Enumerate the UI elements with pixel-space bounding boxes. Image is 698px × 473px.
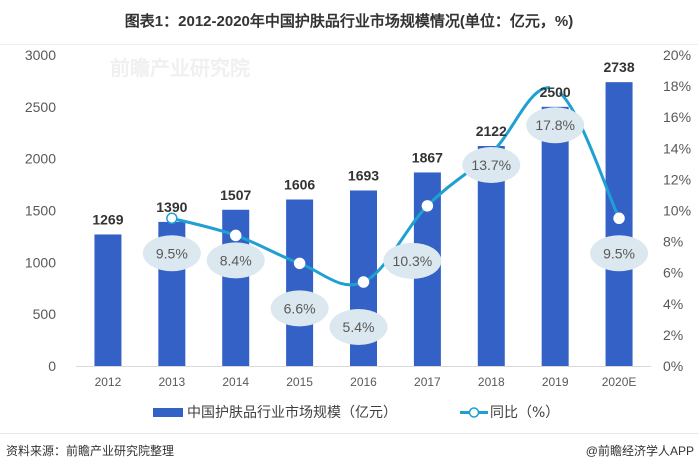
- left-axis-tick-label: 1500: [25, 203, 56, 219]
- x-axis-tick-label: 2018: [478, 375, 505, 389]
- bar-value-label: 1867: [412, 149, 443, 165]
- bar-value-label: 1693: [348, 167, 379, 183]
- bar-value-label: 2122: [476, 123, 507, 139]
- right-axis-tick-label: 2%: [663, 327, 683, 343]
- right-axis-tick-label: 12%: [663, 171, 691, 187]
- left-axis-tick-label: 500: [33, 306, 57, 322]
- legend-bar-label: 中国护肤品行业市场规模（亿元）: [187, 404, 397, 421]
- growth-point-2017: [421, 200, 434, 212]
- chart-title: 图表1：2012-2020年中国护肤品行业市场规模情况(单位：亿元，%): [0, 0, 698, 45]
- right-axis-tick-label: 8%: [663, 234, 683, 250]
- right-axis-tick-label: 16%: [663, 109, 691, 125]
- legend-line-marker-icon: [468, 407, 480, 418]
- right-axis-tick-label: 6%: [663, 265, 683, 281]
- x-axis-tick-label: 2015: [286, 375, 313, 389]
- growth-data-label: 9.5%: [156, 245, 188, 261]
- bar-value-label: 2500: [540, 84, 571, 100]
- bar-value-label: 1507: [220, 187, 251, 203]
- growth-data-label: 6.6%: [284, 300, 316, 316]
- growth-point-2019: [549, 83, 561, 95]
- right-axis-tick-label: 18%: [663, 78, 691, 94]
- right-axis-tick-label: 14%: [663, 140, 691, 156]
- growth-data-label: 17.8%: [535, 117, 575, 133]
- growth-point-2014: [229, 229, 242, 242]
- growth-label-bubble: [383, 242, 442, 279]
- bar-2015: [286, 199, 314, 366]
- growth-point-2015: [293, 257, 306, 270]
- growth-data-label: 8.4%: [220, 252, 252, 268]
- growth-data-label: 9.5%: [603, 245, 635, 261]
- bar-2019: [541, 106, 569, 367]
- growth-data-label: 13.7%: [471, 157, 511, 173]
- legend-line-label: 同比（%）: [490, 405, 559, 421]
- left-axis-tick-label: 2000: [25, 151, 56, 167]
- x-axis-tick-label: 2020E: [602, 375, 637, 389]
- right-axis-tick-label: 10%: [663, 203, 691, 219]
- right-axis-tick-label: 0%: [663, 358, 683, 374]
- x-axis-tick-label: 2016: [350, 375, 377, 389]
- growth-label-bubble: [270, 290, 329, 327]
- bar-2020E: [605, 82, 633, 366]
- left-axis-tick-label: 2500: [25, 99, 56, 115]
- left-axis-tick-label: 1000: [25, 254, 56, 270]
- growth-label-bubble: [206, 242, 265, 279]
- growth-data-label: 5.4%: [343, 319, 375, 335]
- growth-label-bubble: [526, 107, 585, 144]
- x-axis-tick-label: 2013: [158, 375, 185, 389]
- growth-label-bubble: [462, 146, 521, 183]
- x-axis-tick-label: 2012: [95, 375, 122, 389]
- left-axis-tick-label: 3000: [25, 47, 56, 63]
- bar-2012: [94, 234, 122, 366]
- footer-divider: [0, 433, 698, 434]
- growth-label-bubble: [329, 309, 388, 346]
- growth-point-2016: [357, 276, 370, 288]
- x-axis-tick-label: 2017: [414, 375, 441, 389]
- bar-value-label: 1606: [284, 177, 315, 193]
- credit-note: @前瞻经济学人APP: [585, 444, 694, 458]
- legend-bar-swatch: [153, 408, 183, 417]
- growth-data-label: 10.3%: [393, 253, 433, 269]
- right-axis-tick-label: 20%: [663, 47, 691, 63]
- x-axis-tick-label: 2014: [222, 375, 249, 389]
- left-axis-tick-label: 0: [48, 358, 56, 374]
- growth-point-2020E: [613, 212, 625, 225]
- bar-value-label: 1269: [92, 211, 123, 227]
- bar-value-label: 1390: [156, 199, 187, 215]
- right-axis-tick-label: 4%: [663, 296, 683, 312]
- x-axis-tick-label: 2019: [542, 375, 569, 389]
- bar-value-label: 2738: [603, 59, 634, 75]
- growth-label-bubble: [590, 235, 649, 272]
- growth-point-2013: [166, 212, 178, 225]
- source-note: 资料来源：前瞻产业研究院整理: [6, 444, 175, 458]
- chart-plot: 0 500 1000 1500 2000 2500 3000 0% 2% 4% 6% 8% 10% 12%…: [25, 47, 691, 421]
- growth-label-bubble: [142, 235, 201, 272]
